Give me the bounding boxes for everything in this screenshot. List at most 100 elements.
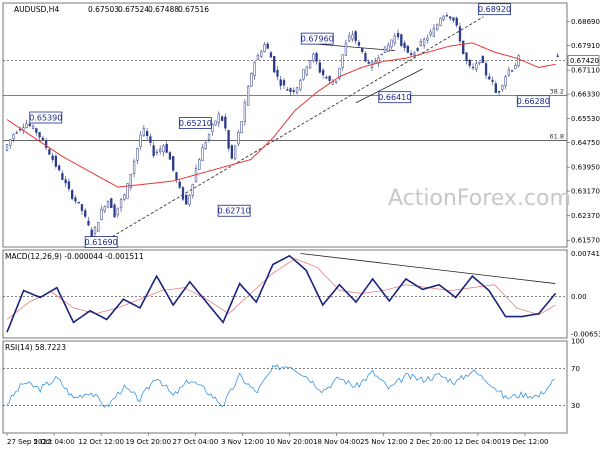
candle-body bbox=[445, 15, 449, 17]
candle-body bbox=[507, 69, 511, 76]
price-label: 0.62710 bbox=[218, 207, 251, 216]
candle-body bbox=[514, 65, 517, 70]
candle-body bbox=[41, 137, 44, 140]
candle-body bbox=[308, 60, 312, 68]
price-header-low: 0.67488 bbox=[148, 5, 179, 14]
macd-y-tick-label: 0.00 bbox=[571, 293, 587, 301]
candle-body bbox=[416, 48, 419, 51]
candle-body bbox=[468, 59, 471, 66]
price-label-box bbox=[178, 117, 212, 129]
candle-body bbox=[302, 69, 305, 80]
candle-body bbox=[348, 35, 351, 42]
rsi-lines bbox=[3, 364, 567, 408]
candle-body bbox=[357, 42, 361, 46]
candle-body bbox=[344, 42, 348, 56]
price-header-close: 0.67516 bbox=[178, 5, 209, 14]
macd-lines bbox=[3, 253, 567, 333]
price-y-tick-label: 0.66330 bbox=[571, 91, 600, 99]
candle-body bbox=[204, 142, 207, 150]
candle-body bbox=[139, 134, 142, 147]
candle-body bbox=[162, 145, 165, 153]
price-label-box bbox=[217, 204, 251, 217]
candle-body bbox=[273, 56, 276, 73]
x-tick-label: 18 Nov 04:00 bbox=[313, 438, 360, 446]
candle-body bbox=[61, 173, 64, 180]
candle-body bbox=[260, 51, 263, 57]
candle-body bbox=[351, 34, 354, 40]
candle-body bbox=[31, 125, 35, 129]
price-panel: AUDUSD,H4 0.67503 0.67524 0.67488 0.6751… bbox=[2, 2, 600, 248]
candle-body bbox=[243, 102, 247, 122]
candle-body bbox=[282, 80, 286, 86]
candle-body bbox=[334, 80, 338, 83]
candle-body bbox=[409, 53, 413, 55]
candle-body bbox=[217, 113, 220, 124]
macd-header: MACD(12,26,9) -0.000044 -0.001511 bbox=[5, 252, 144, 261]
candle-body bbox=[383, 46, 387, 54]
candle-body bbox=[185, 194, 188, 205]
price-labels: 0.65390 0.61690 0.65210 0.62710 0.67960 0.664… bbox=[29, 3, 550, 248]
candle-body bbox=[12, 134, 15, 140]
candle-body bbox=[276, 70, 279, 77]
candle-body bbox=[129, 173, 132, 189]
candle-body bbox=[84, 210, 87, 217]
price-y-tick-label: 0.68690 bbox=[571, 18, 600, 26]
candle-body bbox=[295, 87, 299, 94]
candle-body bbox=[266, 43, 269, 49]
price-label: 0.66280 bbox=[517, 97, 550, 106]
moving-average bbox=[6, 42, 556, 188]
candle-body bbox=[465, 52, 468, 62]
price-header-high: 0.67524 bbox=[118, 5, 149, 14]
candle-body bbox=[442, 15, 445, 20]
candle-body bbox=[354, 31, 357, 41]
macd-panel: MACD(12,26,9) -0.000044 -0.001511 bbox=[2, 249, 568, 339]
fib-level-label: 38.2 bbox=[550, 88, 564, 96]
price-y-tick-label: 0.64750 bbox=[571, 139, 600, 147]
candle-body bbox=[48, 149, 51, 155]
price-label: 0.65210 bbox=[179, 119, 212, 128]
x-tick-label: 19 Dec 12:00 bbox=[501, 438, 548, 446]
candle-body bbox=[429, 31, 432, 35]
candle-body bbox=[556, 55, 559, 57]
candle-body bbox=[155, 151, 159, 154]
candle-body bbox=[312, 53, 315, 62]
candle-body bbox=[181, 187, 185, 200]
candle-body bbox=[497, 91, 501, 93]
price-label-box bbox=[378, 91, 412, 104]
price-y-tick-label: 0.61570 bbox=[571, 237, 600, 245]
candle-body bbox=[90, 229, 93, 238]
candle-body bbox=[103, 206, 106, 212]
candle-body bbox=[159, 148, 162, 152]
price-label-box bbox=[300, 32, 334, 45]
current-price-label: 0.67420 bbox=[570, 57, 599, 65]
candle-body bbox=[191, 183, 194, 196]
candle-body bbox=[364, 53, 367, 62]
candle-body bbox=[321, 69, 325, 76]
candle-body bbox=[481, 56, 484, 64]
candle-body bbox=[152, 145, 155, 156]
candle-body bbox=[175, 172, 178, 181]
price-label: 0.67960 bbox=[301, 34, 334, 43]
candle-body bbox=[488, 76, 491, 80]
x-tick-label: 3 Nov 12:00 bbox=[221, 438, 264, 446]
candle-body bbox=[64, 179, 67, 184]
candle-body bbox=[227, 130, 230, 149]
candle-body bbox=[510, 70, 514, 72]
candle-body bbox=[80, 204, 84, 211]
candle-body bbox=[279, 79, 282, 86]
candle-body bbox=[452, 17, 455, 21]
candle-body bbox=[286, 89, 289, 91]
candle-body bbox=[145, 131, 149, 137]
candle-body bbox=[436, 24, 439, 31]
x-tick-label: 25 Nov 12:00 bbox=[360, 438, 407, 446]
candle-body bbox=[299, 80, 302, 90]
price-label-box bbox=[84, 236, 118, 248]
price-y-tick-label: 0.63950 bbox=[571, 164, 600, 172]
candle-body bbox=[233, 145, 237, 159]
moving-average-line bbox=[6, 42, 556, 188]
x-tick-label: 27 Oct 04:00 bbox=[173, 438, 219, 446]
candle-body bbox=[367, 61, 370, 64]
candle-body bbox=[387, 44, 390, 52]
candle-body bbox=[132, 160, 136, 174]
